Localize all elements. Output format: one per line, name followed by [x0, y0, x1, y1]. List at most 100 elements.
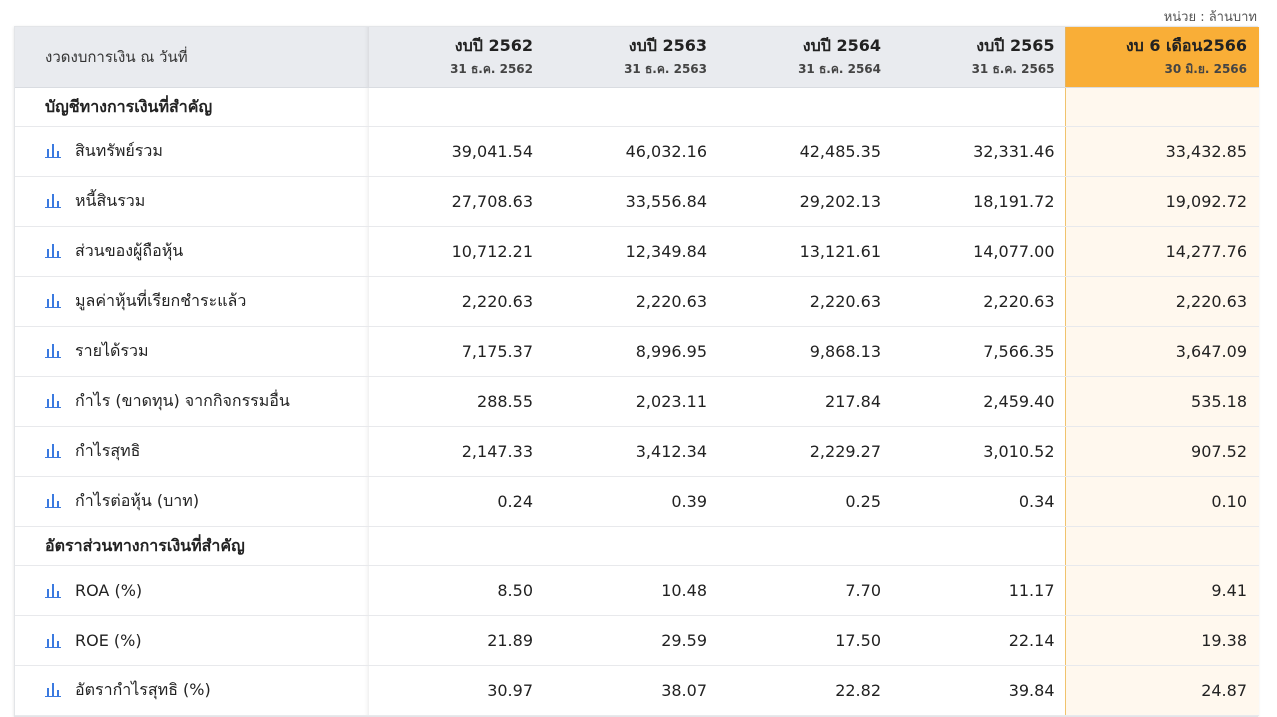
section-empty-cell: [891, 526, 1065, 566]
table-row: รายได้รวม 7,175.37 8,996.95 9,868.13 7,566.3…: [15, 326, 1259, 377]
value-cell: 8,996.95: [543, 326, 717, 377]
row-label-cell: มูลค่าหุ้นที่เรียกชำระแล้ว: [15, 276, 369, 327]
section-header-row: อัตราส่วนทางการเงินที่สำคัญ: [15, 526, 1259, 566]
value-cell: 7,566.35: [891, 326, 1065, 377]
table-row: ROA (%) 8.50 10.48 7.70 11.17 9.41: [15, 565, 1259, 616]
value-cell: 0.10: [1064, 476, 1259, 527]
bar-chart-icon[interactable]: [45, 443, 63, 458]
row-label-cell: กำไรสุทธิ: [15, 426, 369, 477]
value-cell: 22.14: [891, 615, 1065, 666]
value-cell: 46,032.16: [543, 126, 717, 177]
table-row: สินทรัพย์รวม 39,041.54 46,032.16 42,485.35 3…: [15, 126, 1259, 177]
table-body: บัญชีทางการเงินที่สำคัญ สินทรัพย์รวม 39,04…: [15, 87, 1259, 716]
value-cell: 27,708.63: [369, 176, 543, 227]
bar-chart-icon[interactable]: [45, 343, 63, 358]
section-empty-cell: [543, 87, 717, 127]
financial-table-container: งวดงบการเงิน ณ วันที่ งบปี 2562 31 ธ.ค. …: [14, 26, 1259, 717]
column-date: 31 ธ.ค. 2565: [971, 61, 1055, 76]
row-label-cell: กำไรต่อหุ้น (บาท): [15, 476, 369, 527]
column-date: 31 ธ.ค. 2563: [624, 61, 707, 76]
row-label-cell: รายได้รวม: [15, 326, 369, 377]
row-label: อัตรากำไรสุทธิ (%): [75, 680, 211, 699]
table-row: ROE (%) 21.89 29.59 17.50 22.14 19.38: [15, 615, 1259, 666]
value-cell: 0.34: [891, 476, 1065, 527]
column-title: งบปี 2562: [454, 35, 533, 55]
value-cell: 29,202.13: [717, 176, 891, 227]
value-cell: 10.48: [543, 565, 717, 616]
section-title: อัตราส่วนทางการเงินที่สำคัญ: [15, 526, 369, 566]
value-cell: 30.97: [369, 665, 543, 716]
value-cell: 2,220.63: [891, 276, 1065, 327]
section-empty-cell: [369, 526, 543, 566]
row-label: ส่วนของผู้ถือหุ้น: [75, 241, 184, 260]
row-label: กำไรสุทธิ: [75, 441, 141, 460]
table-row: กำไรสุทธิ 2,147.33 3,412.34 2,229.27 3,010.5…: [15, 426, 1259, 477]
value-cell: 19,092.72: [1064, 176, 1259, 227]
bar-chart-icon[interactable]: [45, 583, 63, 598]
section-empty-cell: [1064, 526, 1259, 566]
value-cell: 2,220.63: [717, 276, 891, 327]
value-cell: 42,485.35: [717, 126, 891, 177]
bar-chart-icon[interactable]: [45, 243, 63, 258]
bar-chart-icon[interactable]: [45, 682, 63, 697]
unit-label: หน่วย : ล้านบาท: [1163, 10, 1257, 25]
section-empty-cell: [369, 87, 543, 127]
section-title: บัญชีทางการเงินที่สำคัญ: [15, 87, 369, 127]
value-cell: 24.87: [1064, 665, 1259, 716]
row-label-cell: ROA (%): [15, 565, 369, 616]
bar-chart-icon[interactable]: [45, 493, 63, 508]
value-cell: 22.82: [717, 665, 891, 716]
row-label-cell: สินทรัพย์รวม: [15, 126, 369, 177]
row-label-cell: อัตรากำไรสุทธิ (%): [15, 665, 369, 716]
section-header-row: บัญชีทางการเงินที่สำคัญ: [15, 87, 1259, 127]
value-cell: 29.59: [543, 615, 717, 666]
value-cell: 0.25: [717, 476, 891, 527]
value-cell: 0.24: [369, 476, 543, 527]
value-cell: 11.17: [891, 565, 1065, 616]
column-title: งบปี 2565: [976, 35, 1055, 55]
value-cell: 3,412.34: [543, 426, 717, 477]
row-label: ROE (%): [75, 631, 142, 650]
value-cell: 17.50: [717, 615, 891, 666]
row-label-cell: หนี้สินรวม: [15, 176, 369, 227]
column-header-2563: งบปี 2563 31 ธ.ค. 2563: [543, 27, 717, 88]
column-title: งบปี 2564: [802, 35, 881, 55]
value-cell: 2,229.27: [717, 426, 891, 477]
period-header-label: งวดงบการเงิน ณ วันที่: [15, 27, 369, 88]
row-label: กำไรต่อหุ้น (บาท): [75, 491, 200, 510]
value-cell: 12,349.84: [543, 226, 717, 277]
value-cell: 0.39: [543, 476, 717, 527]
column-date: 30 มิ.ย. 2566: [1164, 61, 1247, 76]
table-row: มูลค่าหุ้นที่เรียกชำระแล้ว 2,220.63 2,220.…: [15, 276, 1259, 327]
value-cell: 3,010.52: [891, 426, 1065, 477]
row-label-cell: ส่วนของผู้ถือหุ้น: [15, 226, 369, 277]
value-cell: 2,023.11: [543, 376, 717, 427]
bar-chart-icon[interactable]: [45, 193, 63, 208]
value-cell: 14,277.76: [1064, 226, 1259, 277]
column-date: 31 ธ.ค. 2562: [450, 61, 533, 76]
bar-chart-icon[interactable]: [45, 393, 63, 408]
value-cell: 8.50: [369, 565, 543, 616]
value-cell: 3,647.09: [1064, 326, 1259, 377]
value-cell: 2,220.63: [543, 276, 717, 327]
bar-chart-icon[interactable]: [45, 143, 63, 158]
bar-chart-icon[interactable]: [45, 293, 63, 308]
table-row: หนี้สินรวม 27,708.63 33,556.84 29,202.13 18,…: [15, 176, 1259, 227]
row-label: มูลค่าหุ้นที่เรียกชำระแล้ว: [75, 291, 247, 310]
value-cell: 907.52: [1064, 426, 1259, 477]
value-cell: 7.70: [717, 565, 891, 616]
row-label-cell: ROE (%): [15, 615, 369, 666]
column-date: 31 ธ.ค. 2564: [798, 61, 881, 76]
bar-chart-icon[interactable]: [45, 633, 63, 648]
value-cell: 7,175.37: [369, 326, 543, 377]
value-cell: 19.38: [1064, 615, 1259, 666]
financial-table: งวดงบการเงิน ณ วันที่ งบปี 2562 31 ธ.ค. …: [15, 27, 1259, 716]
value-cell: 2,220.63: [1064, 276, 1259, 327]
value-cell: 21.89: [369, 615, 543, 666]
table-row: กำไรต่อหุ้น (บาท) 0.24 0.39 0.25 0.34 0.10: [15, 476, 1259, 527]
value-cell: 2,220.63: [369, 276, 543, 327]
column-header-6m-2566: งบ 6 เดือน2566 30 มิ.ย. 2566: [1064, 27, 1259, 88]
value-cell: 13,121.61: [717, 226, 891, 277]
value-cell: 10,712.21: [369, 226, 543, 277]
value-cell: 33,556.84: [543, 176, 717, 227]
